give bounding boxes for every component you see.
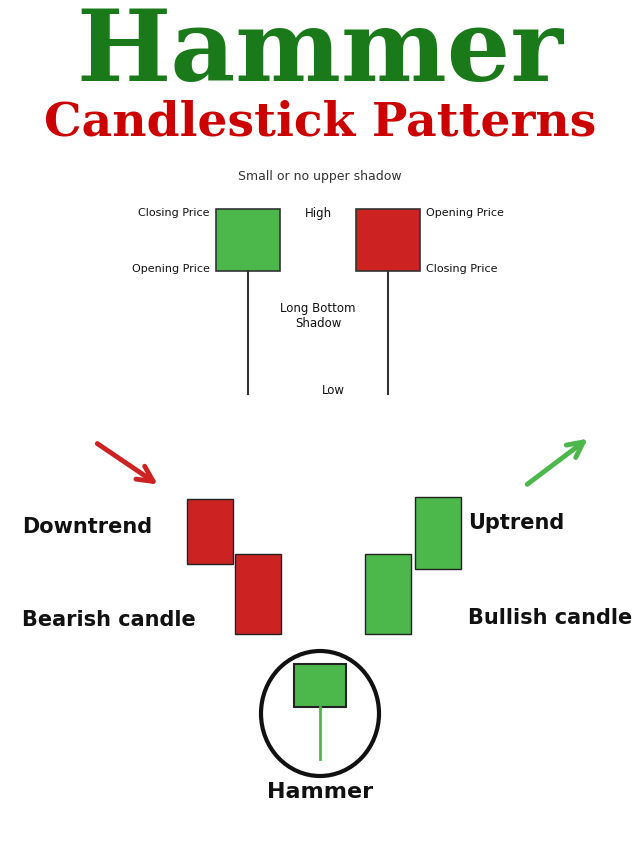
- Text: Closing Price: Closing Price: [138, 208, 210, 218]
- Bar: [356, 210, 420, 272]
- Bar: [294, 665, 346, 707]
- Text: Bullish candle: Bullish candle: [468, 607, 632, 627]
- Text: Bearish candle: Bearish candle: [22, 609, 196, 630]
- Bar: [216, 210, 280, 272]
- Text: Low: Low: [321, 383, 344, 396]
- Bar: [235, 555, 281, 634]
- Text: Downtrend: Downtrend: [22, 516, 152, 537]
- Text: Long Bottom
Shadow: Long Bottom Shadow: [280, 302, 356, 330]
- Text: Candlestick Patterns: Candlestick Patterns: [44, 100, 596, 146]
- Text: Opening Price: Opening Price: [426, 208, 504, 218]
- Bar: [365, 555, 411, 634]
- Text: High: High: [305, 206, 332, 219]
- Text: Uptrend: Uptrend: [468, 512, 564, 532]
- Text: Opening Price: Opening Price: [132, 263, 210, 273]
- Text: Small or no upper shadow: Small or no upper shadow: [238, 170, 402, 183]
- Text: Closing Price: Closing Price: [426, 263, 497, 273]
- Bar: [415, 498, 461, 569]
- Text: Hammer: Hammer: [267, 781, 373, 801]
- Text: Hammer: Hammer: [77, 5, 563, 102]
- Bar: [187, 499, 233, 564]
